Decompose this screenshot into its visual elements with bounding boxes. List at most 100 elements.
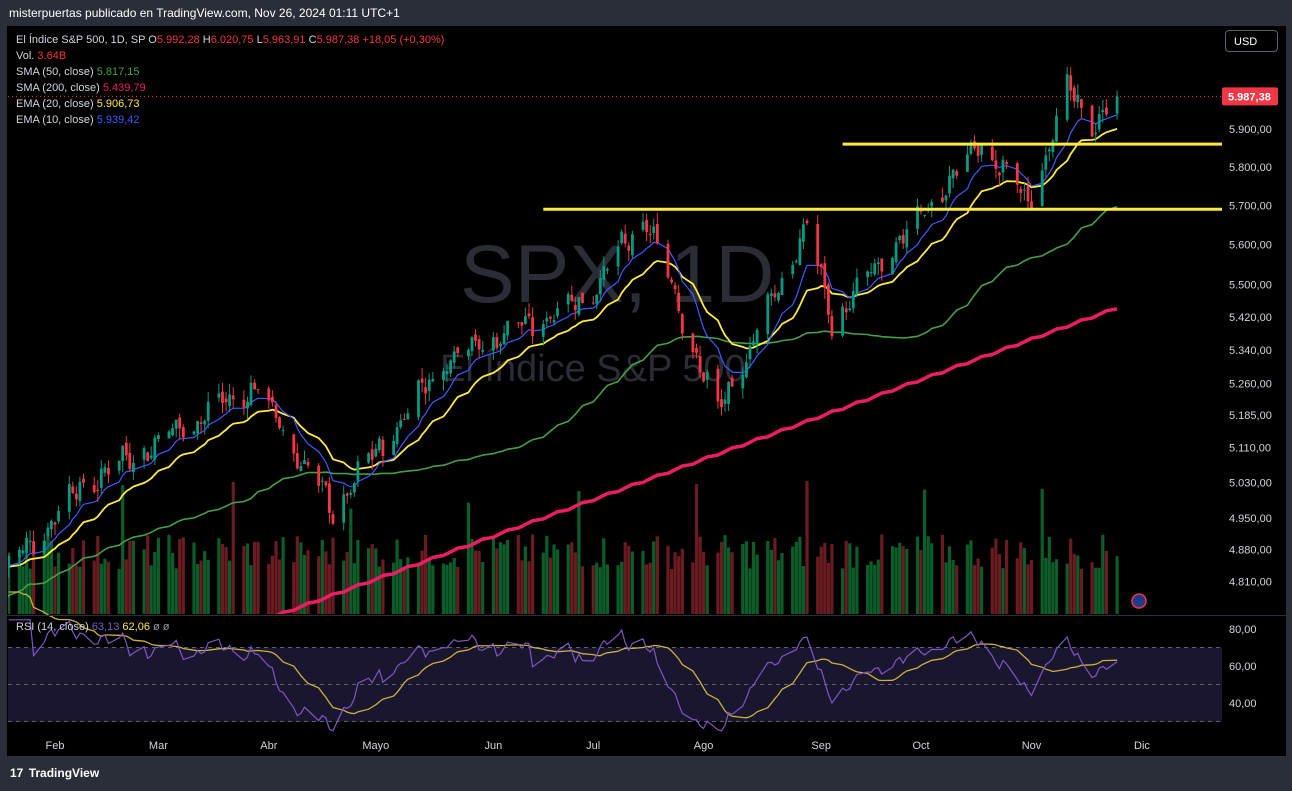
candle-body bbox=[292, 434, 296, 454]
volume-bar bbox=[755, 554, 759, 614]
candle-body bbox=[1044, 155, 1048, 170]
candle-body bbox=[78, 481, 82, 501]
volume-bar bbox=[923, 489, 927, 614]
candle-body bbox=[502, 333, 506, 345]
candle-body bbox=[556, 308, 559, 316]
currency-button[interactable]: USD bbox=[1225, 30, 1278, 52]
price-pane[interactable] bbox=[4, 66, 1223, 715]
candle-body bbox=[855, 277, 859, 294]
candle-body bbox=[203, 420, 207, 425]
candle-body bbox=[645, 219, 648, 232]
volume-bar bbox=[698, 536, 702, 614]
candle-body bbox=[549, 316, 552, 319]
sma50-value: 5.817,15 bbox=[96, 66, 140, 78]
candle-body bbox=[75, 493, 78, 500]
volume-bar bbox=[295, 536, 299, 614]
candle-body bbox=[1005, 162, 1008, 165]
volume-bar bbox=[670, 568, 674, 614]
volume-bar bbox=[751, 542, 756, 614]
candle-body bbox=[552, 320, 556, 323]
rsi-extra-1: ø bbox=[153, 621, 160, 633]
volume-bar bbox=[773, 537, 777, 614]
candle-body bbox=[445, 371, 449, 375]
candle-body bbox=[944, 195, 948, 201]
candle-body bbox=[146, 452, 150, 462]
volume-bar bbox=[595, 562, 599, 614]
volume-bar bbox=[666, 545, 670, 614]
volume-bar bbox=[702, 552, 706, 614]
volume-bar bbox=[605, 564, 609, 614]
volume-bar bbox=[381, 559, 385, 614]
time-axis-label: Mayo bbox=[362, 740, 389, 752]
candle-body bbox=[1101, 109, 1105, 113]
candle-body bbox=[670, 279, 673, 283]
candle-body bbox=[595, 294, 599, 304]
volume-bar bbox=[1079, 568, 1083, 614]
candle-body bbox=[157, 435, 160, 439]
candle-body bbox=[506, 320, 509, 336]
candle-body bbox=[631, 234, 634, 256]
price-tick-label: 4.810,00 bbox=[1229, 577, 1272, 589]
candle-body bbox=[452, 351, 456, 363]
volume-bar bbox=[527, 561, 531, 614]
publisher-credit: misterpuertas publicado en TradingView.c… bbox=[9, 6, 400, 20]
candle-body bbox=[420, 378, 424, 383]
candle-body bbox=[819, 264, 823, 267]
volume-bar bbox=[8, 552, 11, 614]
tradingview-logo[interactable]: 17 TradingView bbox=[10, 766, 99, 780]
volume-bar bbox=[167, 534, 171, 614]
candle-body bbox=[516, 322, 520, 324]
candle-body bbox=[32, 541, 35, 554]
volume-bar bbox=[99, 563, 103, 614]
candle-body bbox=[581, 292, 584, 304]
sma50-row: SMA (50, close) 5.817,15 bbox=[16, 64, 444, 80]
volume-bar bbox=[28, 568, 32, 614]
volume-bar bbox=[919, 550, 923, 614]
candle-body bbox=[627, 245, 631, 251]
rsi-label: RSI (14, close) bbox=[16, 621, 89, 633]
candle-body bbox=[905, 229, 909, 248]
candle-body bbox=[431, 378, 435, 382]
volume-bar bbox=[680, 548, 684, 614]
volume-bar bbox=[445, 564, 449, 614]
candle-body bbox=[1115, 96, 1119, 114]
pane-separator[interactable] bbox=[7, 615, 1286, 616]
volume-bar bbox=[673, 552, 677, 614]
candle-body bbox=[873, 263, 877, 275]
volume-bar bbox=[24, 554, 29, 614]
volume-bar bbox=[705, 565, 709, 614]
volume-bar bbox=[791, 546, 795, 614]
candle-body bbox=[121, 446, 125, 462]
volume-bar bbox=[249, 565, 253, 614]
candle-body bbox=[641, 221, 645, 230]
chart-panel[interactable] bbox=[7, 26, 1286, 756]
volume-bar bbox=[466, 502, 470, 614]
volume-bar bbox=[915, 536, 920, 614]
candle-body bbox=[406, 413, 410, 420]
volume-bar bbox=[498, 542, 503, 614]
candle-body bbox=[4, 568, 7, 574]
volume-bar bbox=[491, 536, 495, 614]
sma50-label: SMA (50, close) bbox=[16, 66, 94, 78]
candle-body bbox=[1105, 107, 1108, 115]
volume-bar bbox=[691, 562, 695, 614]
volume-bar bbox=[552, 544, 556, 614]
candle-body bbox=[591, 302, 595, 304]
candle-body bbox=[25, 538, 28, 554]
tradingview-logo-icon: 17 bbox=[10, 766, 24, 780]
volume-bar bbox=[940, 534, 944, 614]
volume-bar bbox=[149, 565, 153, 614]
candle-body bbox=[752, 341, 755, 346]
candle-body bbox=[851, 291, 855, 309]
candle-body bbox=[281, 430, 285, 432]
volume-bar bbox=[826, 563, 830, 614]
volume-bar bbox=[876, 559, 880, 614]
candle-body bbox=[303, 460, 306, 464]
volume-value: 3.64B bbox=[37, 50, 67, 62]
sma200-value: 5.439,79 bbox=[102, 82, 146, 94]
volume-bar bbox=[81, 540, 86, 614]
time-axis-label: Dic bbox=[1134, 740, 1150, 752]
volume-bar bbox=[930, 543, 934, 614]
volume-bar bbox=[427, 559, 431, 614]
